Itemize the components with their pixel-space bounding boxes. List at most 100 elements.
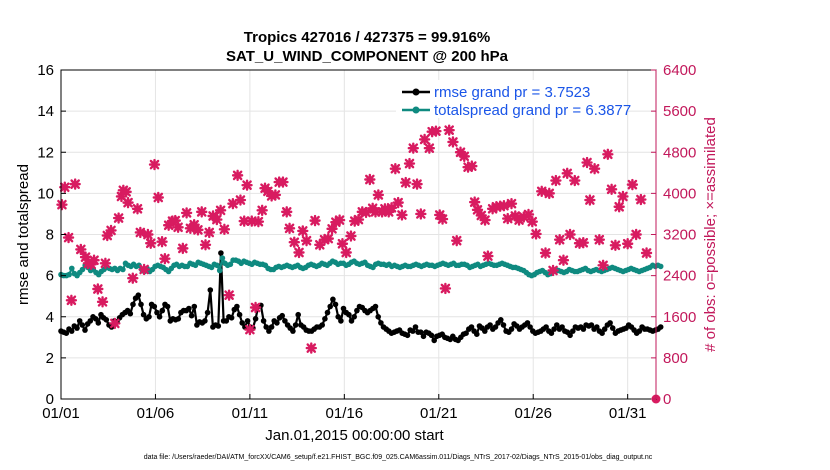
obs-assimilated-marker bbox=[288, 236, 300, 248]
obs-assimilated-marker bbox=[621, 238, 634, 250]
obs-assimilated-marker bbox=[322, 232, 334, 245]
obs-assimilated-marker bbox=[498, 200, 510, 212]
obs-assimilated-marker bbox=[443, 124, 455, 136]
obs-assimilated-marker bbox=[69, 178, 81, 190]
obs-assimilated-marker bbox=[152, 191, 164, 204]
obs-assimilated-marker bbox=[293, 246, 305, 259]
obs-assimilated-marker bbox=[522, 208, 535, 221]
obs-assimilated-marker bbox=[56, 198, 68, 211]
rmse-point bbox=[218, 250, 224, 256]
rmse-point bbox=[164, 303, 171, 310]
rmse-point bbox=[431, 337, 438, 344]
rmse-point bbox=[279, 312, 286, 319]
obs-assimilated-marker bbox=[564, 228, 576, 241]
data-file-footnote: data file: /Users/raeder/DAI/ATM_forcXX/… bbox=[144, 454, 653, 461]
obs-assimilated-marker bbox=[105, 224, 117, 237]
rmse-point bbox=[95, 320, 102, 326]
obs-assimilated-marker bbox=[602, 148, 614, 161]
rmse-point bbox=[594, 324, 600, 330]
totalspread-point bbox=[657, 263, 664, 270]
obs-assimilated-marker bbox=[392, 196, 404, 209]
obs-assimilated-marker bbox=[505, 197, 518, 210]
x-tick-label: 01/06 bbox=[137, 405, 175, 422]
obs-assimilated-marker bbox=[605, 183, 618, 195]
obs-assimilated-marker bbox=[234, 194, 247, 206]
obs-assimilated-marker bbox=[577, 237, 589, 249]
obs-assimilated-marker bbox=[333, 214, 346, 226]
rmse-point bbox=[492, 324, 499, 330]
rmse-point bbox=[186, 305, 192, 312]
obs-assimilated-marker bbox=[122, 196, 134, 209]
rmse-point bbox=[332, 301, 339, 308]
obs-assimilated-marker bbox=[526, 215, 538, 228]
rmse-point bbox=[324, 309, 331, 316]
rmse-point bbox=[580, 326, 587, 332]
rmse-point bbox=[410, 328, 416, 334]
obs-assimilated-marker bbox=[88, 254, 100, 266]
totalspread-point bbox=[216, 267, 223, 274]
rmse-point bbox=[322, 316, 328, 322]
obs-assimilated-marker bbox=[581, 156, 593, 169]
y-axis-right-ticks: 0 800 1600 2400 3200 4000 4800 5600 6400 bbox=[651, 62, 696, 408]
rmse-point bbox=[188, 312, 195, 319]
obs-assimilated-marker bbox=[430, 125, 442, 137]
y-axis-right-label: # of obs: o=possible; ×=assimilated bbox=[702, 117, 719, 352]
rmse-point bbox=[260, 318, 267, 324]
rmse-point bbox=[92, 316, 99, 322]
x-tick-label: 01/26 bbox=[514, 405, 552, 422]
obs-assimilated-marker bbox=[513, 214, 525, 226]
obs-assimilated-marker bbox=[109, 317, 121, 330]
rmse-point bbox=[68, 328, 75, 334]
y-right-tick-label: 800 bbox=[663, 350, 688, 367]
rmse-point bbox=[543, 324, 549, 330]
rmse-point bbox=[418, 329, 424, 336]
y-right-tick-label: 4800 bbox=[663, 144, 696, 161]
obs-assimilated-marker bbox=[180, 207, 193, 219]
obs-assimilated-marker bbox=[543, 187, 555, 200]
obs-assimilated-marker bbox=[127, 272, 139, 284]
obs-assimilated-marker bbox=[142, 228, 154, 241]
rmse-point bbox=[295, 311, 302, 318]
rmse-point bbox=[266, 328, 272, 334]
obs-assimilated-marker bbox=[256, 204, 268, 217]
rmse-point bbox=[378, 320, 384, 326]
rmse-point bbox=[412, 324, 419, 330]
obs-assimilated-marker bbox=[283, 222, 296, 235]
obs-assimilated-marker bbox=[326, 223, 338, 235]
rmse-point bbox=[223, 318, 230, 324]
obs-assimilated-marker bbox=[613, 201, 625, 213]
rmse-point bbox=[252, 316, 259, 322]
obs-assimilated-marker bbox=[244, 323, 256, 336]
y-left-tick-label: 12 bbox=[37, 144, 54, 161]
rmse-point bbox=[87, 318, 94, 324]
obs-assimilated-marker bbox=[536, 185, 548, 198]
obs-assimilated-marker bbox=[352, 213, 365, 226]
totalspread-point bbox=[66, 271, 72, 278]
obs-assimilated-marker bbox=[518, 211, 530, 223]
x-tick-label: 01/16 bbox=[326, 405, 364, 422]
obs-assimilated-marker bbox=[482, 250, 494, 262]
obs-assimilated-marker bbox=[349, 215, 361, 227]
obs-assimilated-marker bbox=[364, 173, 376, 186]
rmse-point bbox=[348, 318, 355, 324]
obs-assimilated-marker bbox=[561, 167, 573, 180]
obs-assimilated-marker bbox=[609, 239, 622, 251]
rmse-point bbox=[207, 287, 214, 293]
obs-assimilated-marker bbox=[246, 215, 258, 227]
rmse-point bbox=[372, 303, 379, 310]
obs-assimilated-marker bbox=[630, 228, 642, 241]
obs-assimilated-marker bbox=[502, 212, 514, 225]
obs-assimilated-marker bbox=[389, 163, 402, 175]
rmse-point bbox=[335, 314, 342, 320]
y-left-tick-label: 10 bbox=[37, 185, 54, 202]
chart-title: Tropics 427016 / 427375 = 99.916% bbox=[244, 29, 490, 46]
obs-assimilated-marker bbox=[241, 179, 253, 191]
y-left-tick-label: 16 bbox=[37, 62, 54, 79]
y-axis-left-label: rmse and totalspread bbox=[15, 164, 32, 305]
totalspread-point bbox=[227, 261, 234, 268]
rmse-point bbox=[482, 328, 488, 334]
obs-assimilated-marker bbox=[314, 239, 326, 251]
obs-assimilated-marker bbox=[396, 209, 408, 221]
rmse-point bbox=[354, 307, 360, 314]
